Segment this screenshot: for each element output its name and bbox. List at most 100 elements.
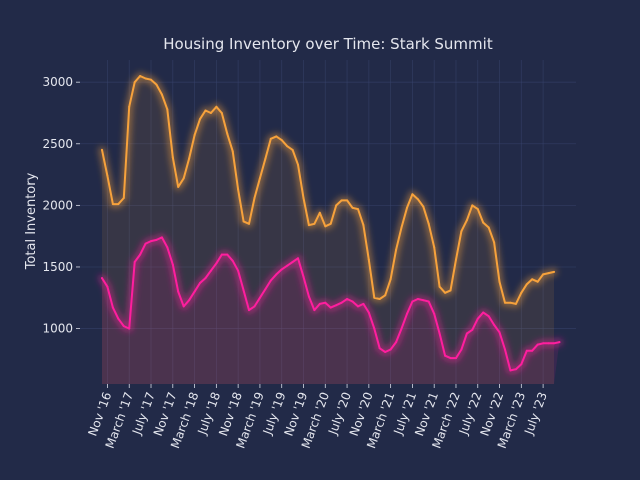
data-point	[177, 290, 180, 293]
data-point	[128, 327, 131, 330]
series-line	[101, 75, 555, 305]
data-point	[553, 270, 555, 273]
data-point	[520, 363, 523, 366]
data-point	[335, 304, 338, 307]
data-point	[231, 259, 234, 262]
data-point	[101, 148, 103, 151]
data-point	[253, 197, 256, 199]
data-point	[444, 291, 447, 294]
data-point	[455, 258, 457, 261]
data-point	[329, 222, 332, 225]
data-point	[199, 118, 201, 121]
data-point	[313, 222, 316, 225]
data-point	[215, 262, 218, 265]
data-point	[193, 290, 196, 293]
data-point	[177, 185, 180, 188]
data-point	[258, 296, 261, 299]
data-point	[269, 137, 272, 140]
data-point	[509, 369, 512, 372]
data-point	[536, 343, 539, 346]
y-axis-label: Total Inventory	[24, 172, 39, 270]
chart-title: Housing Inventory over Time: Stark Summi…	[163, 35, 493, 53]
data-point	[367, 311, 370, 314]
data-point	[367, 258, 370, 261]
data-point	[525, 349, 528, 352]
data-point	[101, 277, 103, 280]
data-point	[378, 347, 381, 350]
data-point	[324, 225, 327, 228]
data-point	[204, 109, 207, 112]
data-point	[133, 261, 136, 263]
data-point	[460, 348, 463, 351]
data-point	[111, 203, 114, 206]
data-point	[351, 206, 354, 209]
data-point	[346, 199, 349, 202]
data-point	[166, 246, 169, 249]
data-point	[498, 280, 501, 283]
grid	[80, 60, 576, 384]
data-point	[297, 257, 299, 260]
data-point	[471, 328, 474, 331]
data-point	[351, 300, 354, 303]
data-point	[384, 294, 387, 297]
series-2	[98, 233, 563, 384]
data-point	[547, 342, 550, 345]
data-point	[291, 148, 294, 151]
data-point	[324, 301, 327, 304]
data-point	[422, 205, 425, 208]
data-point	[106, 285, 109, 288]
data-point	[144, 77, 147, 80]
y-tick-label: 1000	[42, 322, 73, 336]
y-tick-label: 2500	[42, 137, 73, 151]
data-point	[395, 341, 398, 344]
data-point	[465, 219, 468, 222]
data-point	[433, 312, 436, 315]
data-point	[531, 349, 534, 352]
data-point	[340, 301, 343, 304]
data-point	[182, 177, 185, 180]
data-point	[150, 240, 152, 243]
data-point	[362, 302, 365, 305]
data-point	[411, 300, 414, 303]
data-point	[514, 368, 517, 371]
data-point	[155, 238, 158, 241]
data-point	[389, 278, 392, 281]
data-point	[547, 272, 550, 275]
data-point	[509, 301, 512, 304]
data-point	[242, 220, 245, 223]
data-point	[182, 305, 185, 308]
data-point	[188, 157, 191, 160]
data-point	[286, 145, 289, 148]
data-point	[476, 317, 479, 320]
data-point	[280, 139, 283, 142]
data-point	[275, 135, 278, 138]
data-point	[264, 157, 267, 160]
data-point	[329, 306, 332, 309]
data-point	[357, 305, 359, 308]
data-point	[253, 305, 256, 308]
data-point	[487, 315, 490, 318]
data-point	[373, 327, 376, 330]
data-point	[487, 226, 490, 229]
data-point	[542, 342, 545, 345]
data-point	[171, 263, 174, 266]
data-point	[433, 246, 436, 249]
data-point	[144, 242, 147, 245]
data-point	[449, 289, 452, 292]
data-point	[444, 354, 447, 357]
data-point	[231, 150, 234, 153]
data-point	[139, 75, 142, 77]
data-point	[307, 295, 310, 298]
data-point	[111, 306, 114, 309]
data-point	[150, 78, 152, 81]
data-point	[133, 81, 136, 84]
data-point	[166, 108, 169, 111]
data-point	[122, 197, 125, 199]
data-point	[395, 248, 398, 251]
data-point	[400, 226, 403, 229]
data-point	[275, 273, 278, 276]
data-point	[302, 275, 305, 278]
data-point	[520, 291, 523, 294]
data-point	[493, 241, 496, 244]
data-point	[422, 299, 425, 302]
